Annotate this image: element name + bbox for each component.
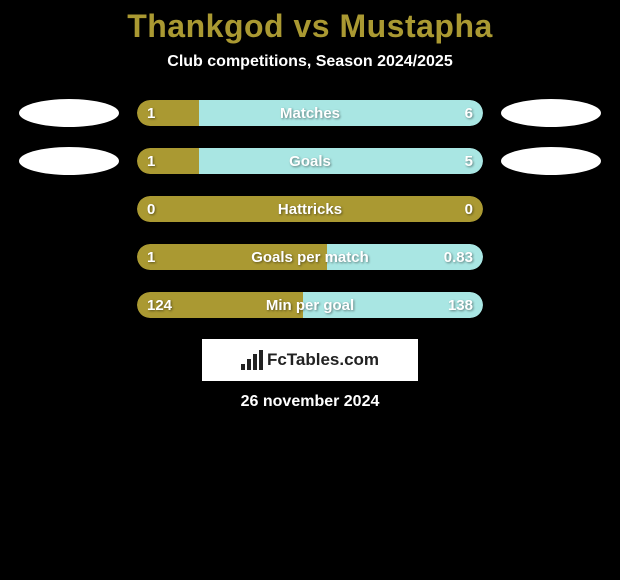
stat-label: Goals per match — [137, 244, 483, 270]
stat-bar: 0Hattricks0 — [137, 196, 483, 222]
stat-row: 124Min per goal138 — [0, 291, 620, 319]
stat-label: Matches — [137, 100, 483, 126]
stat-bar: 1Goals per match0.83 — [137, 244, 483, 270]
stat-row: 1Matches6 — [0, 99, 620, 127]
stat-label: Min per goal — [137, 292, 483, 318]
stat-row: 1Goals5 — [0, 147, 620, 175]
bars-icon — [241, 350, 263, 370]
right-value: 138 — [448, 292, 473, 318]
player-left-avatar — [19, 147, 119, 175]
page-subtitle: Club competitions, Season 2024/2025 — [0, 53, 620, 71]
stat-bar: 124Min per goal138 — [137, 292, 483, 318]
right-value: 0 — [465, 196, 473, 222]
brand-text: FcTables.com — [267, 350, 379, 370]
right-value: 5 — [465, 148, 473, 174]
stat-row: 0Hattricks0 — [0, 195, 620, 223]
stat-bar: 1Matches6 — [137, 100, 483, 126]
stat-rows: 1Matches6 1Goals5 0Hattricks0 1Goals per ma… — [0, 99, 620, 319]
brand-badge: FcTables.com — [202, 339, 418, 381]
stat-bar: 1Goals5 — [137, 148, 483, 174]
player-right-avatar — [501, 147, 601, 175]
page-title: Thankgod vs Mustapha — [0, 8, 620, 45]
player-left-avatar — [19, 99, 119, 127]
date-text: 26 november 2024 — [0, 393, 620, 411]
player-right-avatar — [501, 99, 601, 127]
stat-label: Goals — [137, 148, 483, 174]
comparison-infographic: Thankgod vs Mustapha Club competitions, … — [0, 0, 620, 411]
stat-label: Hattricks — [137, 196, 483, 222]
right-value: 6 — [465, 100, 473, 126]
stat-row: 1Goals per match0.83 — [0, 243, 620, 271]
right-value: 0.83 — [444, 244, 473, 270]
